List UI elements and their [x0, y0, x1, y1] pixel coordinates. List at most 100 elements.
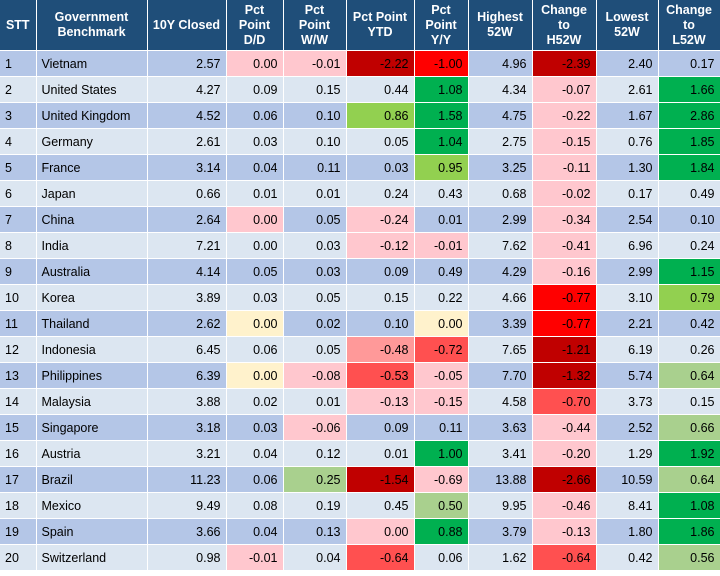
cell-high-52w: 2.75	[468, 128, 533, 155]
table-row: 6 Japan 0.66 0.01 0.01 0.24 0.43 0.68 -0.02 0.17 0…	[0, 180, 720, 207]
column-header-text: Change	[666, 2, 712, 17]
cell-change-h52w: -0.64	[532, 544, 597, 571]
cell-change-l52w: 0.24	[658, 232, 720, 259]
cell-change-h52w: -2.39	[532, 50, 597, 77]
cell-high-52w: 3.25	[468, 154, 533, 181]
column-header-text: Pct	[244, 2, 265, 17]
cell-closed-10y: 4.52	[147, 102, 227, 129]
cell-pct-ww: 0.12	[283, 440, 347, 467]
cell-high-52w: 1.62	[468, 544, 533, 571]
cell-pct-ww: 0.04	[283, 544, 347, 571]
column-header-text: YTD	[367, 25, 393, 39]
cell-pct-dd: 0.05	[226, 258, 284, 285]
column-header-text: Highest	[477, 10, 523, 24]
cell-change-h52w: -0.41	[532, 232, 597, 259]
cell-low-52w: 1.29	[596, 440, 659, 467]
column-header-text: Pct	[304, 2, 325, 17]
column-header-text: 52W	[487, 25, 513, 39]
cell-country: Japan	[36, 180, 148, 207]
cell-country: Austria	[36, 440, 148, 467]
cell-change-h52w: -0.20	[532, 440, 597, 467]
table-row: 1 Vietnam 2.57 0.00 -0.01 -2.22 -1.00 4.96 -2.39…	[0, 50, 720, 77]
cell-stt: 2	[0, 76, 37, 103]
cell-change-h52w: -0.70	[532, 388, 597, 415]
cell-low-52w: 2.99	[596, 258, 659, 285]
cell-low-52w: 2.52	[596, 414, 659, 441]
cell-closed-10y: 4.14	[147, 258, 227, 285]
table-row: 19 Spain 3.66 0.04 0.13 0.00 0.88 3.79 -0.13 1.80…	[0, 518, 720, 545]
cell-pct-ytd: 0.45	[346, 492, 415, 519]
table-row: 4 Germany 2.61 0.03 0.10 0.05 1.04 2.75 -0.15 0.7…	[0, 128, 720, 155]
cell-pct-ytd: 0.09	[346, 414, 415, 441]
cell-pct-ww: -0.01	[283, 50, 347, 77]
cell-pct-ww: 0.01	[283, 388, 347, 415]
cell-country: China	[36, 206, 148, 233]
cell-pct-yy: -0.69	[414, 466, 469, 493]
cell-low-52w: 3.73	[596, 388, 659, 415]
column-header-text: Y/Y	[430, 32, 452, 47]
cell-change-l52w: 1.08	[658, 492, 720, 519]
column-header-text: Lowest	[605, 10, 649, 24]
cell-country: Korea	[36, 284, 148, 311]
cell-change-h52w: -2.66	[532, 466, 597, 493]
cell-stt: 9	[0, 258, 37, 285]
cell-closed-10y: 3.21	[147, 440, 227, 467]
table-row: 2 United States 4.27 0.09 0.15 0.44 1.08 4.34 -0…	[0, 76, 720, 103]
cell-pct-yy: -0.15	[414, 388, 469, 415]
cell-high-52w: 13.88	[468, 466, 533, 493]
table-row: 9 Australia 4.14 0.05 0.03 0.09 0.49 4.29 -0.16 2…	[0, 258, 720, 285]
cell-low-52w: 1.30	[596, 154, 659, 181]
cell-change-h52w: -0.77	[532, 284, 597, 311]
cell-pct-ww: -0.06	[283, 414, 347, 441]
cell-low-52w: 10.59	[596, 466, 659, 493]
cell-pct-ytd: -2.22	[346, 50, 415, 77]
cell-pct-yy: 0.88	[414, 518, 469, 545]
cell-closed-10y: 2.62	[147, 310, 227, 337]
cell-high-52w: 3.63	[468, 414, 533, 441]
cell-pct-yy: 0.06	[414, 544, 469, 571]
cell-change-l52w: 1.66	[658, 76, 720, 103]
cell-closed-10y: 3.89	[147, 284, 227, 311]
cell-low-52w: 1.80	[596, 518, 659, 545]
cell-stt: 6	[0, 180, 37, 207]
cell-stt: 16	[0, 440, 37, 467]
cell-change-h52w: -0.22	[532, 102, 597, 129]
column-header-text: 52W	[614, 25, 640, 39]
cell-pct-ytd: 0.44	[346, 76, 415, 103]
cell-low-52w: 0.42	[596, 544, 659, 571]
cell-change-l52w: 0.56	[658, 544, 720, 571]
cell-high-52w: 3.41	[468, 440, 533, 467]
header-row: STT Government Benchmark 10Y Closed Pct Point…	[0, 0, 720, 51]
cell-pct-dd: 0.04	[226, 518, 284, 545]
cell-pct-ytd: -0.13	[346, 388, 415, 415]
table-row: 14 Malaysia 3.88 0.02 0.01 -0.13 -0.15 4.58 -0.7…	[0, 388, 720, 415]
table-row: 5 France 3.14 0.04 0.11 0.03 0.95 3.25 -0.11 1.30…	[0, 154, 720, 181]
cell-stt: 17	[0, 466, 37, 493]
cell-closed-10y: 6.39	[147, 362, 227, 389]
cell-high-52w: 3.79	[468, 518, 533, 545]
cell-change-h52w: -0.77	[532, 310, 597, 337]
cell-pct-yy: 0.95	[414, 154, 469, 181]
cell-pct-ww: 0.15	[283, 76, 347, 103]
cell-pct-yy: 1.00	[414, 440, 469, 467]
table-row: 15 Singapore 3.18 0.03 -0.06 0.09 0.11 3.63 -0.4…	[0, 414, 720, 441]
cell-pct-ytd: -0.12	[346, 232, 415, 259]
cell-low-52w: 0.17	[596, 180, 659, 207]
cell-pct-dd: 0.08	[226, 492, 284, 519]
column-header-change-l52w: Change to L52W	[658, 0, 720, 51]
cell-change-l52w: 0.17	[658, 50, 720, 77]
cell-stt: 12	[0, 336, 37, 363]
cell-high-52w: 4.58	[468, 388, 533, 415]
cell-country: France	[36, 154, 148, 181]
column-header-text: to	[558, 17, 570, 32]
cell-change-l52w: 0.64	[658, 362, 720, 389]
cell-pct-dd: 0.06	[226, 102, 284, 129]
cell-country: Australia	[36, 258, 148, 285]
cell-pct-yy: 0.00	[414, 310, 469, 337]
cell-pct-ytd: 0.10	[346, 310, 415, 337]
column-header-pct-dd: Pct Point D/D	[226, 0, 284, 51]
column-header-text: Pct	[431, 2, 451, 17]
cell-pct-ytd: -0.53	[346, 362, 415, 389]
cell-pct-yy: 1.58	[414, 102, 469, 129]
